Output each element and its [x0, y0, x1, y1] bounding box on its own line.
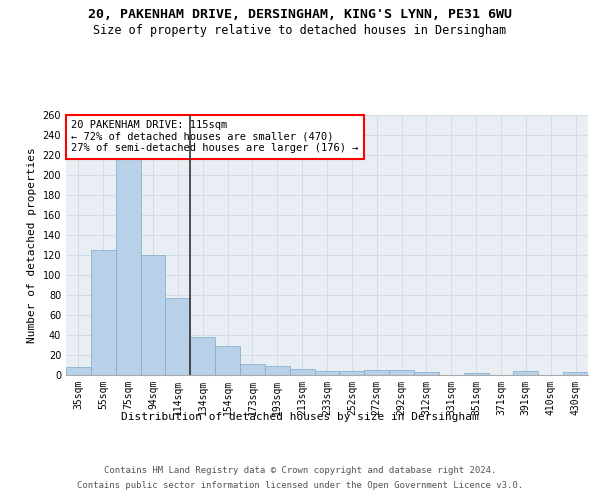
Bar	[340, 371, 364, 375]
Text: Contains public sector information licensed under the Open Government Licence v3: Contains public sector information licen…	[77, 481, 523, 490]
Text: 20 PAKENHAM DRIVE: 115sqm
← 72% of detached houses are smaller (470)
27% of semi: 20 PAKENHAM DRIVE: 115sqm ← 72% of detac…	[71, 120, 359, 154]
Bar	[140, 255, 166, 375]
Bar	[290, 369, 314, 375]
Bar	[314, 371, 340, 375]
Text: 20, PAKENHAM DRIVE, DERSINGHAM, KING'S LYNN, PE31 6WU: 20, PAKENHAM DRIVE, DERSINGHAM, KING'S L…	[88, 8, 512, 20]
Bar	[91, 250, 116, 375]
Bar	[514, 371, 538, 375]
Bar	[464, 373, 488, 375]
Bar	[414, 372, 439, 375]
Bar	[215, 346, 240, 375]
Bar	[265, 366, 290, 375]
Text: Size of property relative to detached houses in Dersingham: Size of property relative to detached ho…	[94, 24, 506, 37]
Bar	[166, 298, 190, 375]
Bar	[364, 370, 389, 375]
Bar	[190, 337, 215, 375]
Bar	[66, 367, 91, 375]
Bar	[389, 370, 414, 375]
Bar	[563, 372, 588, 375]
Text: Contains HM Land Registry data © Crown copyright and database right 2024.: Contains HM Land Registry data © Crown c…	[104, 466, 496, 475]
Text: Distribution of detached houses by size in Dersingham: Distribution of detached houses by size …	[121, 412, 479, 422]
Bar	[116, 157, 140, 375]
Bar	[240, 364, 265, 375]
Y-axis label: Number of detached properties: Number of detached properties	[27, 147, 37, 343]
